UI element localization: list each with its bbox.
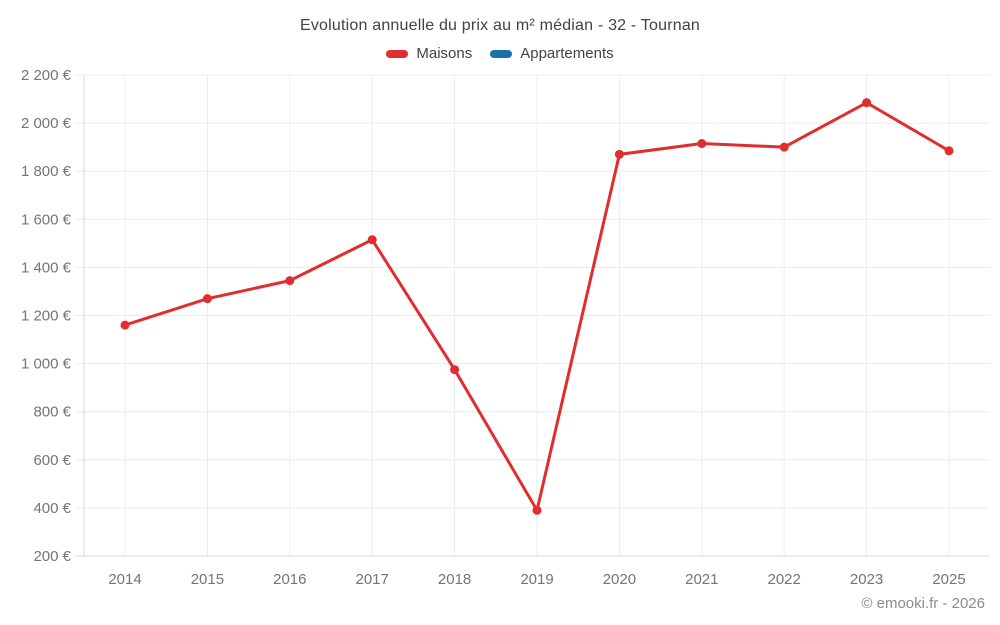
svg-text:2025: 2025: [932, 571, 965, 588]
svg-text:2016: 2016: [273, 571, 306, 588]
svg-text:2015: 2015: [191, 571, 224, 588]
svg-text:2020: 2020: [603, 571, 636, 588]
svg-text:1 000 €: 1 000 €: [21, 356, 72, 373]
svg-text:2022: 2022: [768, 571, 801, 588]
svg-text:2014: 2014: [108, 571, 141, 588]
svg-text:2023: 2023: [850, 571, 883, 588]
svg-text:200 €: 200 €: [33, 548, 71, 565]
chart-title: Evolution annuelle du prix au m² médian …: [299, 17, 701, 34]
legend-item-maisons[interactable]: Maisons: [386, 45, 472, 62]
svg-text:1 200 €: 1 200 €: [21, 308, 72, 325]
chart-legend: Maisons Appartements: [0, 45, 1000, 62]
svg-text:400 €: 400 €: [33, 500, 71, 517]
svg-text:2019: 2019: [520, 571, 553, 588]
svg-text:2017: 2017: [356, 571, 389, 588]
legend-label-maisons: Maisons: [416, 45, 473, 62]
svg-text:2018: 2018: [438, 571, 471, 588]
svg-text:800 €: 800 €: [33, 404, 71, 421]
svg-text:2 000 €: 2 000 €: [21, 115, 72, 132]
copyright-footer: © emooki.fr - 2026: [861, 595, 985, 612]
svg-text:1 600 €: 1 600 €: [21, 211, 72, 228]
appartements-series-swatch-icon: [490, 49, 513, 58]
svg-text:1 800 €: 1 800 €: [21, 163, 72, 180]
svg-text:1 400 €: 1 400 €: [21, 259, 72, 276]
svg-text:600 €: 600 €: [33, 452, 71, 469]
maisons-series-swatch-icon: [386, 49, 409, 58]
svg-text:2021: 2021: [685, 571, 718, 588]
legend-item-appartements[interactable]: Appartements: [490, 45, 614, 62]
legend-label-appartements: Appartements: [520, 45, 614, 62]
svg-text:2 200 €: 2 200 €: [21, 67, 72, 84]
